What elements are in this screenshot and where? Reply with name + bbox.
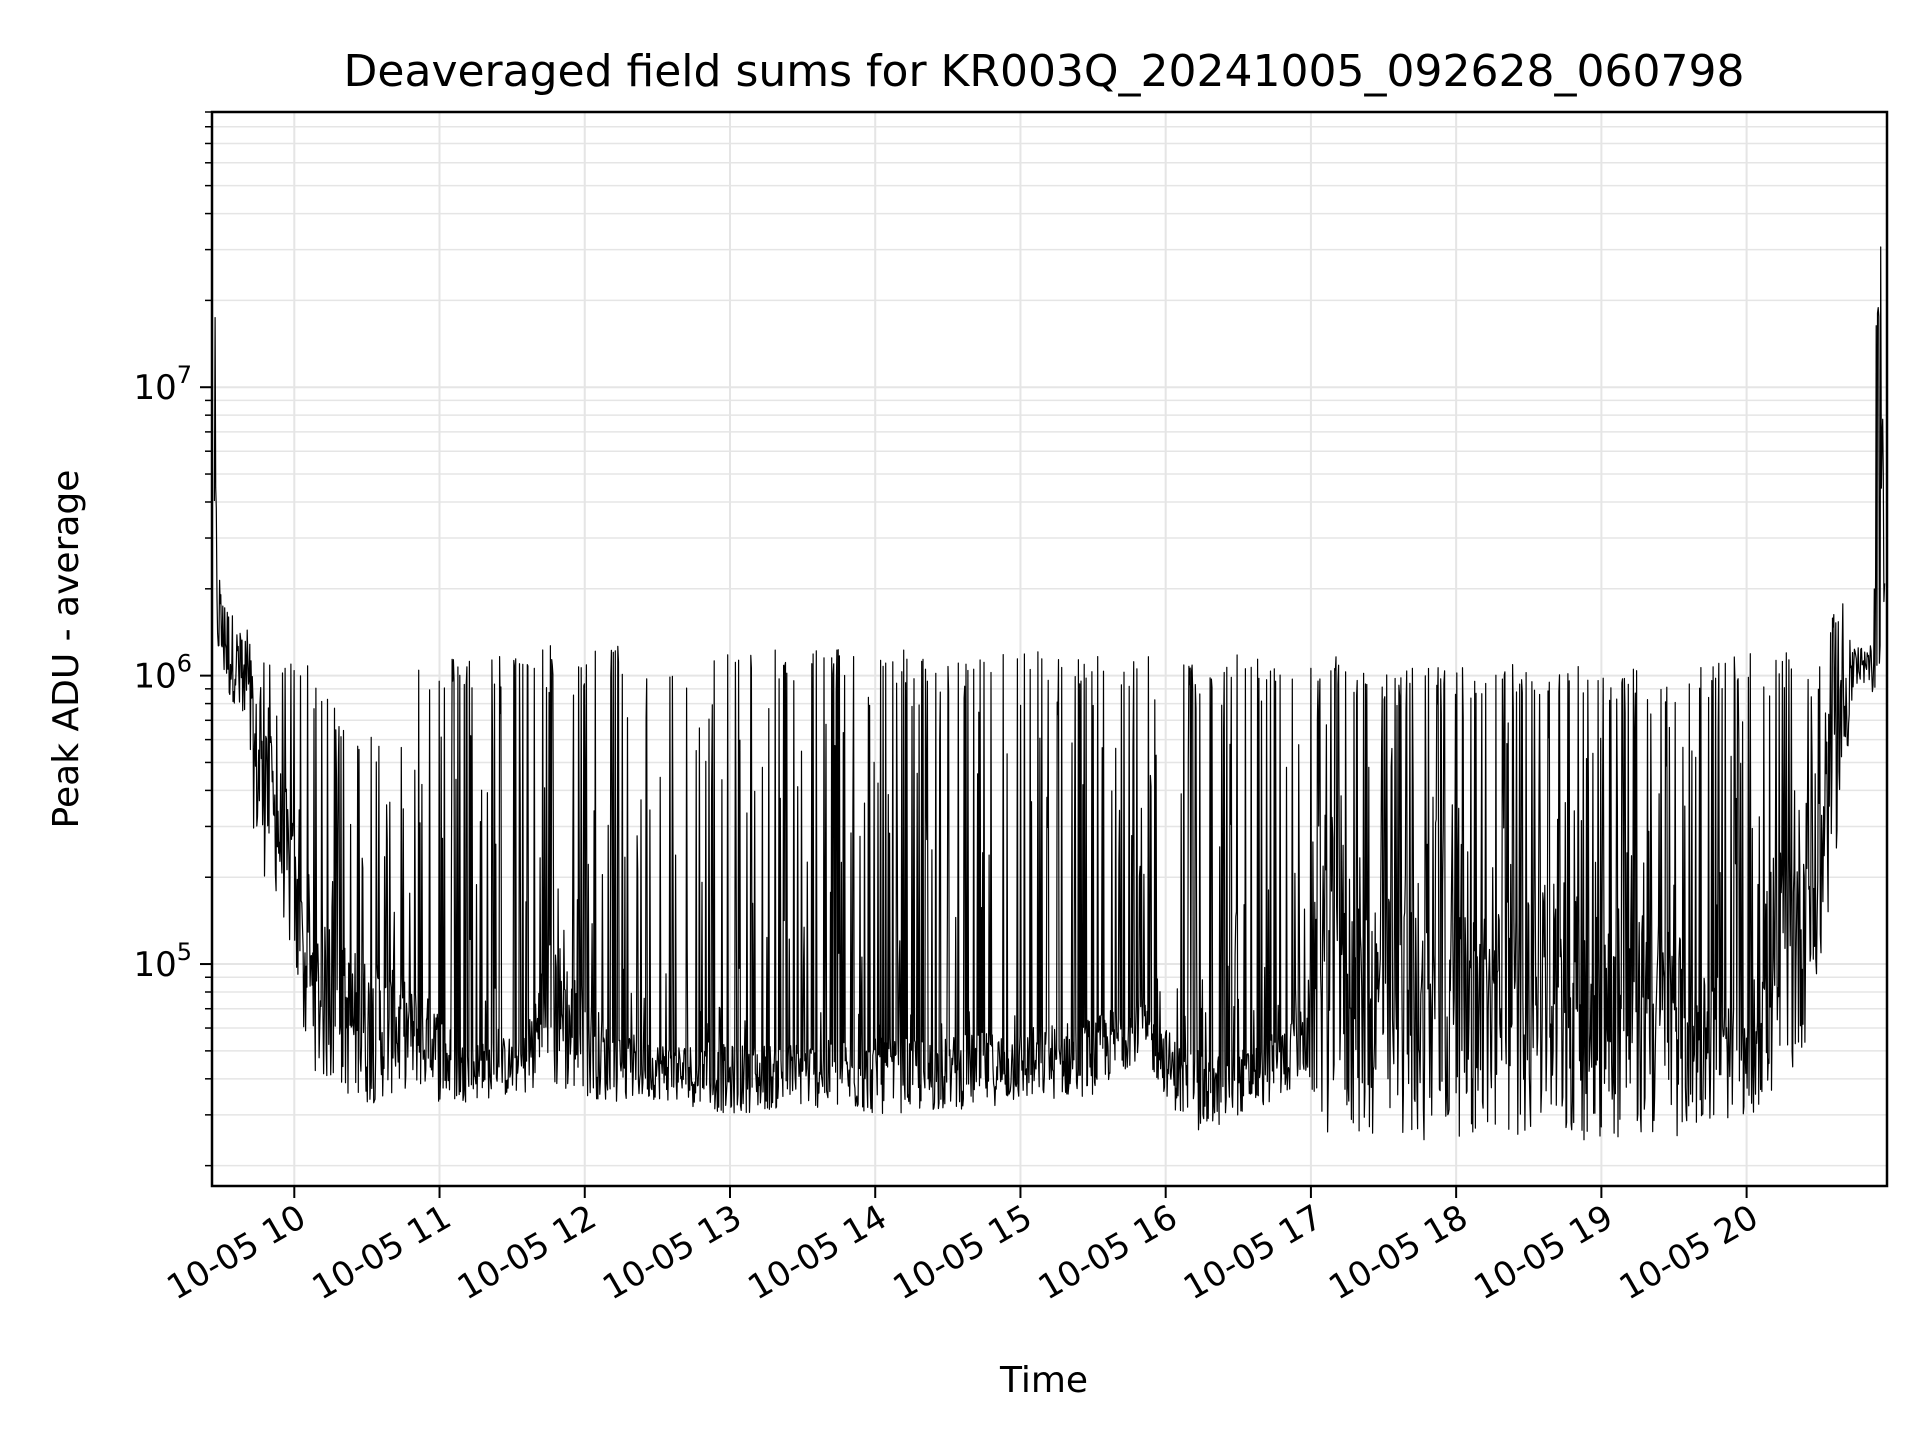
plot-frame <box>210 110 1889 1188</box>
x-axis-label: Time <box>999 1360 1088 1401</box>
chart-title: Deaveraged field sums for KR003Q_2024100… <box>344 46 1745 97</box>
series-layer <box>213 246 1886 1141</box>
y-tick-label: 105 <box>133 938 192 985</box>
y-axis-label: Peak ADU - average <box>46 470 87 829</box>
y-tick-label: 106 <box>133 650 192 697</box>
y-tick-label: 107 <box>133 361 192 408</box>
series-line <box>213 246 1886 1141</box>
